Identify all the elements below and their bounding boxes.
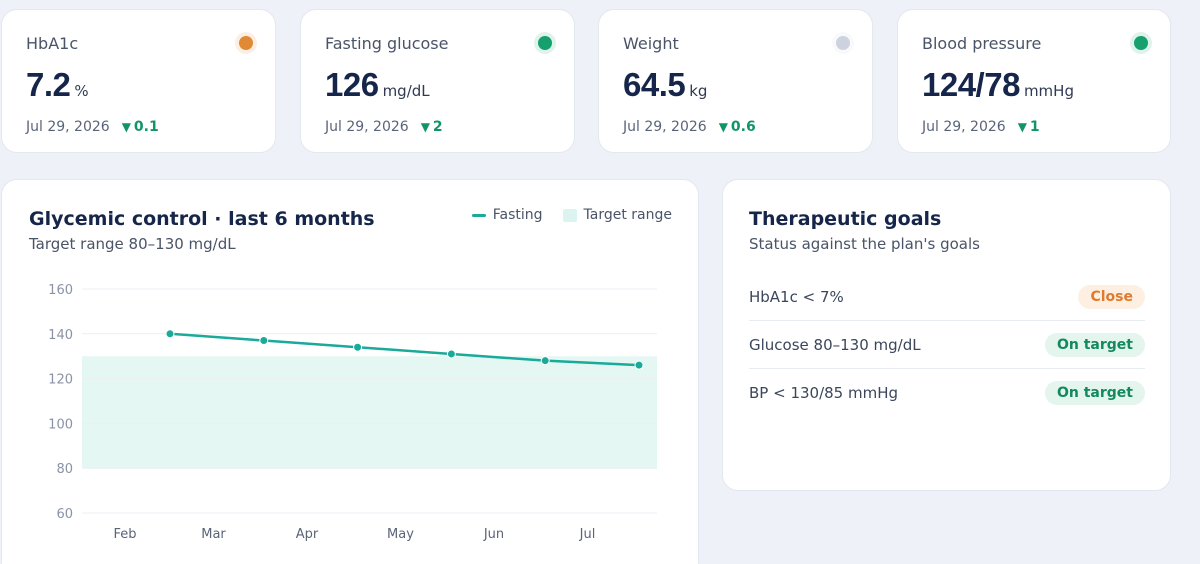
legend-label-fasting: Fasting bbox=[492, 207, 543, 223]
data-point bbox=[540, 356, 550, 366]
y-tick-label: 60 bbox=[56, 507, 73, 522]
goal-row-bp: BP < 130/85 mmHg On target bbox=[749, 369, 1145, 417]
metric-value: 126 mg/dL bbox=[325, 66, 430, 103]
metric-card-weight[interactable]: Weight 64.5 kg Jul 29, 2026 ▼ 0.6 bbox=[598, 9, 873, 153]
triangle-down-icon: ▼ bbox=[121, 120, 131, 134]
metric-delta: ▼ 2 bbox=[420, 119, 443, 135]
y-tick-label: 160 bbox=[48, 283, 73, 298]
goals-subtitle: Status against the plan's goals bbox=[749, 235, 980, 253]
x-tick-label: Apr bbox=[296, 527, 319, 542]
metric-delta: ▼ 1 bbox=[1017, 119, 1040, 135]
goal-row-glucose: Glucose 80–130 mg/dL On target bbox=[749, 321, 1145, 369]
therapeutic-goals-card: Therapeutic goals Status against the pla… bbox=[722, 179, 1171, 491]
triangle-down-icon: ▼ bbox=[420, 120, 430, 134]
status-dot-icon bbox=[1134, 36, 1148, 50]
metric-value: 7.2% bbox=[26, 66, 89, 103]
metric-label: Weight bbox=[623, 34, 679, 53]
data-point bbox=[446, 349, 456, 359]
status-dot-icon bbox=[538, 36, 552, 50]
metric-unit: % bbox=[74, 82, 89, 100]
data-point bbox=[634, 360, 644, 370]
goal-label: HbA1c < 7% bbox=[749, 287, 844, 306]
metric-unit: kg bbox=[689, 82, 708, 100]
metric-date: Jul 29, 2026 ▼ 2 bbox=[325, 119, 443, 135]
metric-date: Jul 29, 2026 ▼ 0.1 bbox=[26, 119, 159, 135]
metric-value: 124/78 mmHg bbox=[922, 66, 1074, 103]
x-tick-label: Jul bbox=[579, 527, 596, 542]
x-tick-label: Jun bbox=[483, 527, 504, 542]
metric-unit: mmHg bbox=[1023, 82, 1074, 100]
metric-card-hba1c[interactable]: HbA1c 7.2% Jul 29, 2026 ▼ 0.1 bbox=[1, 9, 276, 153]
metric-delta: ▼ 0.1 bbox=[121, 119, 159, 135]
metric-label: Fasting glucose bbox=[325, 34, 449, 53]
y-tick-label: 120 bbox=[48, 373, 73, 388]
metric-card-fasting-glucose[interactable]: Fasting glucose 126 mg/dL Jul 29, 2026 ▼ 2 bbox=[300, 9, 575, 153]
glycemic-line-chart: 60 80 100 120 140 160 Feb Mar Apr May Jun Jul bbox=[48, 283, 657, 542]
chart-subtitle: Target range 80–130 mg/dL bbox=[29, 235, 236, 253]
legend-line-swatch bbox=[471, 213, 486, 217]
target-range-band bbox=[82, 356, 657, 469]
triangle-down-icon: ▼ bbox=[1017, 120, 1027, 134]
metric-value: 64.5 kg bbox=[623, 66, 708, 103]
status-dot-icon bbox=[836, 36, 850, 50]
metric-label: HbA1c bbox=[26, 34, 79, 53]
metric-unit: mg/dL bbox=[382, 82, 430, 100]
goal-label: Glucose 80–130 mg/dL bbox=[749, 335, 921, 354]
data-point bbox=[165, 329, 175, 339]
y-tick-label: 140 bbox=[48, 328, 73, 343]
x-tick-label: Feb bbox=[113, 527, 136, 542]
goal-row-hba1c: HbA1c < 7% Close bbox=[749, 273, 1145, 321]
status-badge: Close bbox=[1078, 284, 1145, 309]
legend-label-target: Target range bbox=[583, 207, 672, 223]
series-line-fasting bbox=[169, 332, 640, 367]
status-badge: On target bbox=[1045, 332, 1145, 357]
x-tick-label: Mar bbox=[201, 527, 226, 542]
x-tick-label: May bbox=[387, 527, 414, 542]
metric-date: Jul 29, 2026 ▼ 0.6 bbox=[623, 119, 756, 135]
data-point bbox=[353, 342, 363, 352]
triangle-down-icon: ▼ bbox=[718, 120, 728, 134]
metric-delta: ▼ 0.6 bbox=[718, 119, 756, 135]
chart-legend: Fasting Target range bbox=[471, 207, 672, 223]
chart-title: Glycemic control · last 6 months bbox=[29, 208, 375, 230]
y-tick-label: 80 bbox=[56, 462, 73, 477]
y-tick-label: 100 bbox=[48, 417, 73, 432]
glycemic-chart-card: 60 80 100 120 140 160 Feb Mar Apr May Jun Jul Glyce… bbox=[1, 179, 699, 564]
goal-label: BP < 130/85 mmHg bbox=[749, 384, 899, 402]
metric-date: Jul 29, 2026 ▼ 1 bbox=[922, 119, 1040, 135]
goals-title: Therapeutic goals bbox=[749, 208, 942, 230]
status-badge: On target bbox=[1045, 381, 1145, 405]
status-dot-icon bbox=[239, 36, 253, 50]
metric-card-blood-pressure[interactable]: Blood pressure 124/78 mmHg Jul 29, 2026 ▼ 1 bbox=[897, 9, 1171, 153]
legend-area-swatch bbox=[562, 208, 577, 222]
metric-label: Blood pressure bbox=[922, 34, 1042, 53]
data-point bbox=[259, 336, 269, 346]
